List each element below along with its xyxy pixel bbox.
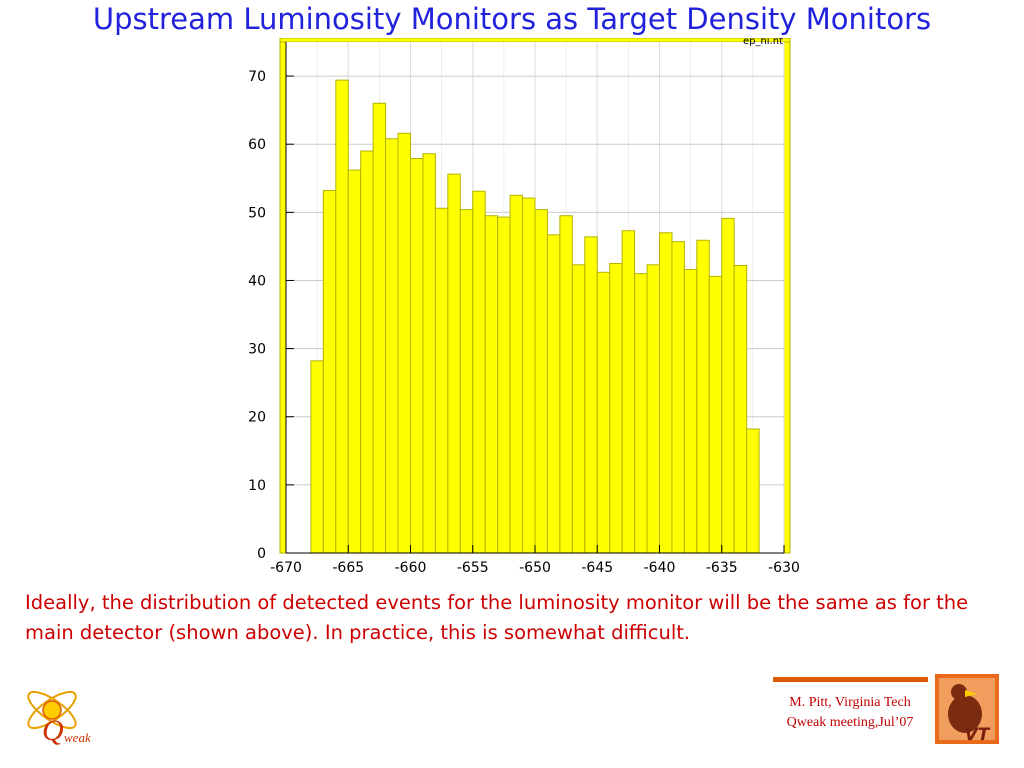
histogram-bar	[733, 264, 748, 554]
x-tick-label: -640	[644, 560, 676, 576]
histogram-bar	[472, 190, 486, 554]
axes: 0 10 20 30 40 50 60 70 -670 -665 -660 -655 -650 -645 -…	[248, 42, 800, 576]
histogram-bar	[410, 158, 424, 554]
caption-text: Ideally, the distribution of detected ev…	[25, 591, 969, 644]
vt-bird-body	[948, 695, 982, 733]
histogram-bar	[497, 216, 511, 554]
qweak-logo-text: weak	[64, 730, 91, 745]
histogram-bar	[584, 236, 598, 554]
histogram-bar	[397, 132, 412, 554]
x-tick-label: -655	[457, 560, 489, 576]
plot-frame-left	[279, 38, 287, 554]
histogram-chart: 0 10 20 30 40 50 60 70 -670 -665 -660 -655 -650 -645 -…	[248, 38, 800, 576]
histogram-bar	[310, 360, 324, 554]
histogram-bar	[559, 215, 573, 554]
histogram-bar	[385, 138, 399, 554]
histogram-bar	[708, 275, 723, 554]
plot-frame-right	[783, 38, 791, 554]
credit-block: M. Pitt, Virginia Tech Qweak meeting,Jul…	[760, 693, 940, 733]
histogram-bar	[634, 273, 648, 554]
histogram-bar	[422, 153, 436, 554]
histogram-bar	[646, 264, 660, 554]
histogram-bar	[484, 215, 499, 554]
histogram-bar	[571, 264, 586, 554]
histogram-bar	[546, 234, 561, 554]
vt-logo-text: VT	[965, 725, 991, 744]
x-tick-label: -630	[768, 560, 800, 576]
histogram-bar	[509, 194, 524, 554]
plot-frame-top	[279, 38, 791, 43]
qweak-orbit-1	[27, 690, 77, 730]
y-tick-label: 0	[257, 546, 266, 562]
qweak-logo: Q weak	[27, 690, 91, 747]
histogram-bar	[671, 241, 685, 554]
histogram-bar	[347, 169, 362, 554]
y-tick-label: 70	[248, 69, 266, 85]
histogram-bar	[659, 232, 673, 554]
qweak-orbit-2	[27, 690, 77, 730]
vt-bird-head	[951, 684, 967, 700]
histogram-name-label: ep_hi.nt	[743, 38, 783, 47]
histogram-bar	[335, 79, 349, 554]
histogram-bar	[683, 269, 698, 554]
y-tick-label: 40	[248, 273, 266, 289]
histogram-bar	[322, 190, 337, 554]
histogram-bar	[522, 197, 536, 554]
histogram-bar	[596, 271, 611, 554]
footer-divider	[773, 677, 928, 682]
x-tick-label: -650	[519, 560, 551, 576]
qweak-nucleus	[42, 700, 62, 720]
x-tick-label: -635	[706, 560, 738, 576]
y-tick-label: 50	[248, 205, 266, 221]
y-tick-label: 30	[248, 342, 266, 358]
histogram-bar	[609, 262, 623, 554]
histogram-bar	[746, 428, 760, 554]
histogram-bar	[534, 209, 548, 554]
histogram-bar	[459, 209, 474, 554]
slide-title: Upstream Luminosity Monitors as Target D…	[92, 2, 932, 36]
credit-meeting: Qweak meeting,Jul’07	[786, 715, 914, 730]
credit-author: M. Pitt, Virginia Tech	[789, 695, 911, 710]
y-tick-label: 20	[248, 410, 266, 426]
histogram-bar	[434, 207, 449, 554]
vt-hokiebird-logo: VT	[935, 674, 999, 744]
x-tick-label: -670	[270, 560, 302, 576]
x-tick-label: -645	[581, 560, 613, 576]
y-tick-label: 60	[248, 137, 266, 153]
x-tick-label: -665	[332, 560, 364, 576]
histogram-bar	[360, 150, 374, 554]
histogram-bar	[621, 230, 636, 554]
y-tick-label: 10	[248, 478, 266, 494]
vt-bird-beak	[965, 690, 977, 697]
histogram-bar	[372, 102, 387, 554]
histogram-bars	[310, 79, 760, 554]
qweak-logo-letter: Q	[42, 714, 64, 747]
histogram-bar	[696, 239, 710, 554]
x-tick-label: -660	[395, 560, 427, 576]
histogram-bar	[447, 173, 461, 554]
histogram-bar	[721, 217, 735, 554]
